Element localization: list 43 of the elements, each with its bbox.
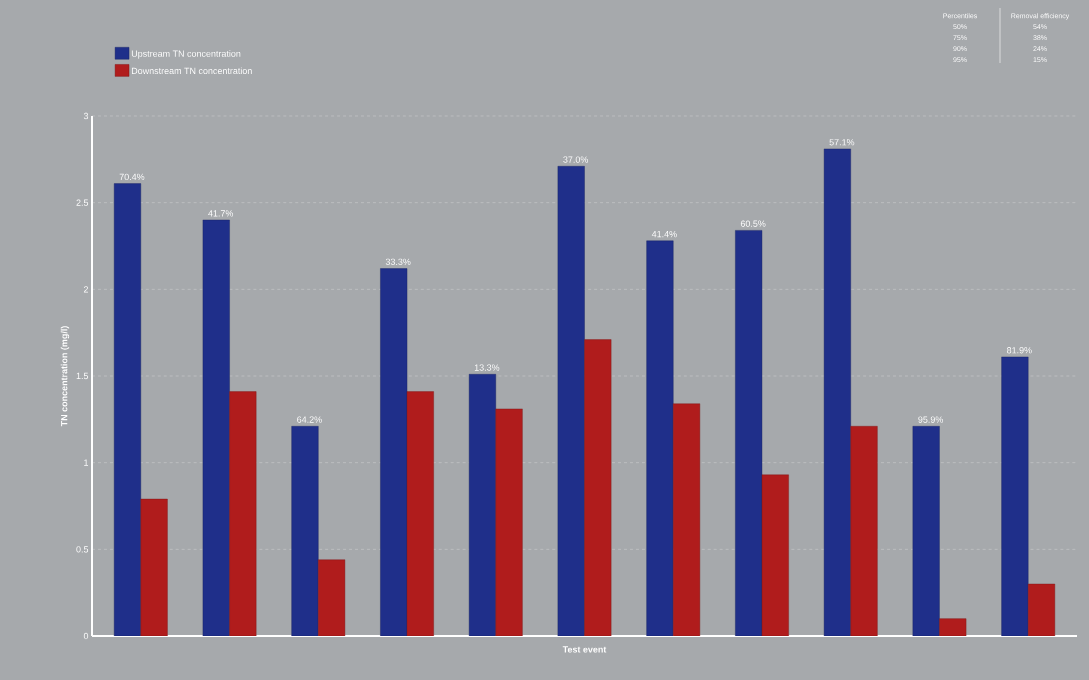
annotation: 13.3% (474, 364, 500, 371)
bar (761, 474, 789, 636)
annotation: 41.4% (651, 231, 677, 238)
y-tick-label: 0.5 (76, 546, 89, 553)
bar (1001, 356, 1029, 636)
annotation: 81.9% (1007, 347, 1032, 354)
bar (113, 183, 142, 636)
annotation: 33.3% (385, 258, 411, 266)
bar (406, 391, 434, 636)
bar (646, 240, 674, 636)
bar (1028, 583, 1056, 636)
bar (912, 426, 940, 636)
annotation: 95.9% (918, 416, 943, 423)
bar (140, 498, 168, 636)
annotation: 70.4% (119, 173, 145, 181)
annotation: 41.7% (208, 210, 234, 217)
y-axis-title: TN concentration (mg/l) (60, 326, 70, 427)
annotation: 37.0% (563, 156, 589, 163)
bar (291, 426, 319, 636)
annotation: 64.2% (297, 416, 322, 423)
bar (318, 559, 346, 636)
y-tick-label: 1 (84, 459, 89, 466)
bar (202, 219, 230, 636)
bar (495, 408, 523, 636)
bar (850, 426, 878, 636)
legend-label: Upstream TN concentration (131, 50, 241, 59)
x-axis-title: Test event (562, 646, 607, 653)
annotation: 57.1% (829, 139, 855, 146)
bar (468, 374, 496, 636)
legend-label: Downstream TN concentration (131, 67, 252, 75)
bar (823, 148, 851, 636)
y-tick-label: 1.5 (76, 372, 89, 380)
y-tick-label: 3 (83, 112, 89, 120)
bar (380, 268, 408, 636)
y-tick-label: 2.5 (76, 199, 89, 206)
bar (584, 339, 612, 636)
bar (229, 391, 257, 636)
bar (673, 403, 701, 636)
y-tick-label: 2 (83, 286, 89, 293)
bar (735, 230, 763, 636)
bar (557, 166, 585, 636)
annotation: 60.5% (740, 220, 766, 227)
y-tick-label: 0 (83, 632, 89, 640)
